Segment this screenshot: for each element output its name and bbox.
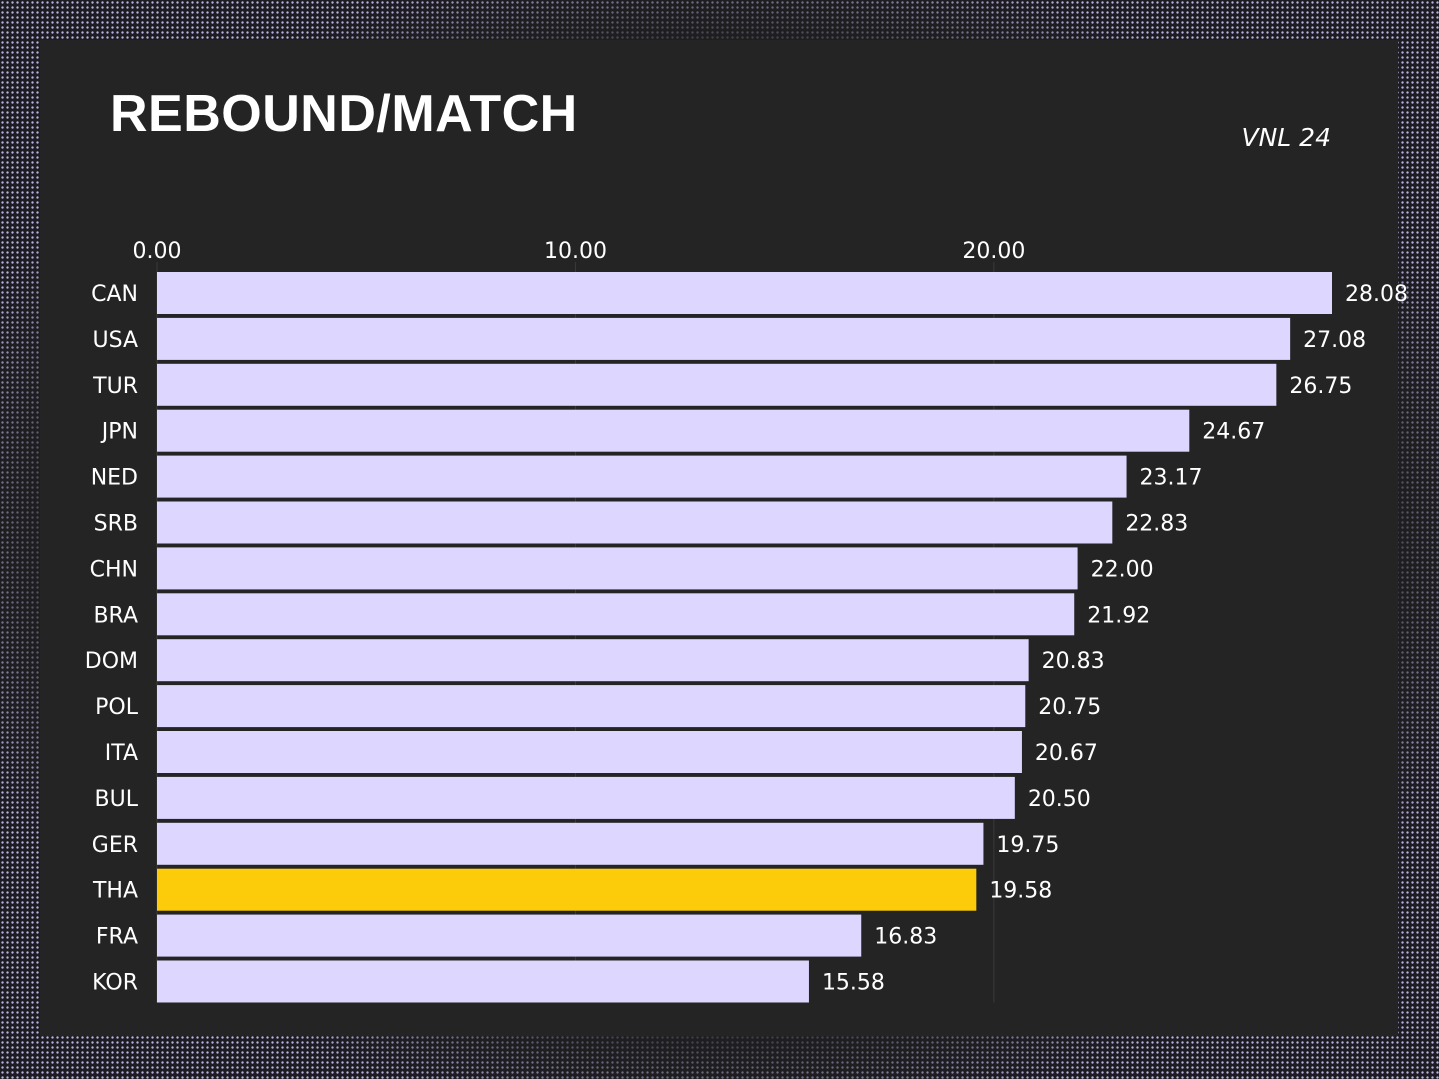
category-label: THA (92, 879, 138, 904)
value-label: 20.75 (1038, 695, 1101, 720)
value-label: 24.67 (1202, 420, 1265, 445)
bar-ita (157, 731, 1022, 773)
value-label: 23.17 (1140, 466, 1203, 491)
bars (157, 272, 1332, 1003)
category-label: NED (91, 466, 138, 491)
value-label: 16.83 (874, 925, 937, 950)
bar-pol (157, 685, 1026, 728)
chart-title: REBOUND/MATCH (110, 85, 578, 143)
category-label: JPN (100, 420, 138, 445)
category-label: BUL (95, 787, 139, 812)
bar-bra (157, 593, 1075, 636)
value-label: 20.67 (1035, 741, 1098, 766)
category-label: KOR (92, 971, 138, 996)
bar-kor (157, 960, 809, 1003)
labels: CAN 28.08 USA 27.08 TUR 26.75 JPN 24.67 NED 23.17… (85, 282, 1408, 996)
bar-tha (157, 868, 977, 911)
value-label: 20.50 (1028, 787, 1091, 812)
category-label: GER (92, 833, 138, 858)
x-tick-label: 0.00 (133, 239, 182, 264)
bar-srb (157, 501, 1113, 544)
bar-bul (157, 776, 1015, 819)
x-axis-ticks: 0.00 10.00 20.00 (133, 239, 1026, 264)
category-label: ITA (105, 741, 138, 766)
value-label: 21.92 (1087, 603, 1150, 628)
value-label: 22.00 (1091, 557, 1154, 582)
bar-usa (157, 317, 1291, 360)
chart-subtitle: VNL 24 (1241, 123, 1332, 152)
value-label: 22.83 (1125, 512, 1188, 537)
value-label: 28.08 (1345, 282, 1408, 307)
bar-ger (157, 822, 984, 865)
category-label: DOM (85, 649, 138, 674)
category-label: BRA (93, 603, 138, 628)
value-label: 19.58 (989, 879, 1052, 904)
bar-can (157, 272, 1332, 314)
bar-chn (157, 547, 1078, 590)
bar-tur (157, 363, 1277, 406)
category-label: CHN (90, 557, 138, 582)
value-label: 20.83 (1042, 649, 1105, 674)
bar-jpn (157, 409, 1190, 452)
category-label: CAN (91, 282, 138, 307)
category-label: TUR (92, 374, 138, 399)
value-label: 26.75 (1289, 374, 1352, 399)
value-label: 19.75 (996, 833, 1059, 858)
value-label: 15.58 (822, 971, 885, 996)
x-tick-label: 10.00 (544, 239, 607, 264)
category-label: FRA (96, 925, 138, 950)
bar-fra (157, 914, 862, 957)
x-tick-label: 20.00 (962, 239, 1025, 264)
bar-ned (157, 455, 1127, 498)
category-label: POL (95, 695, 139, 720)
bar-dom (157, 639, 1029, 682)
category-label: USA (92, 328, 138, 353)
value-label: 27.08 (1303, 328, 1366, 353)
category-label: SRB (94, 512, 138, 537)
